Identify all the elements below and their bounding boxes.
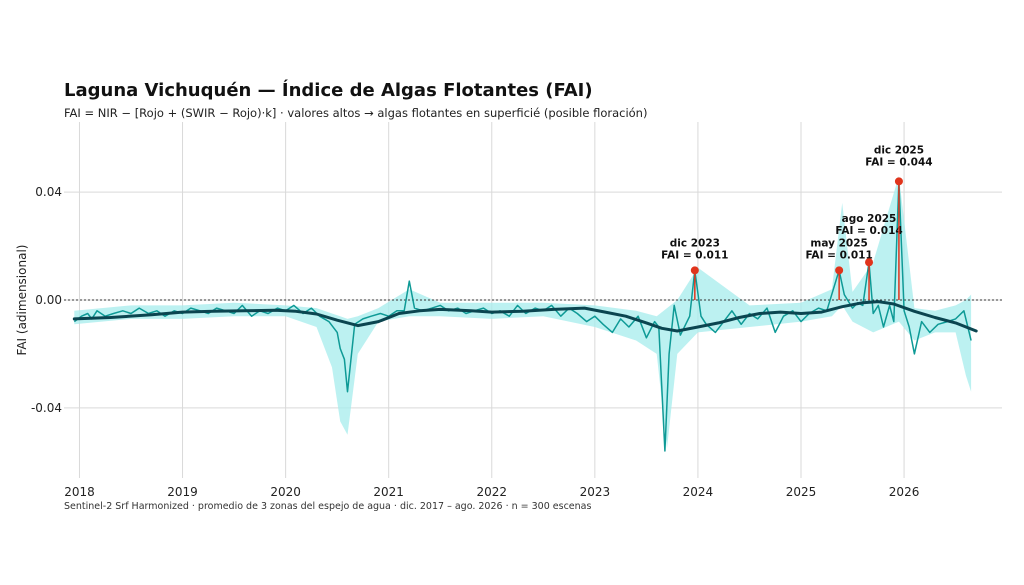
peak-label-date: dic 2025	[874, 144, 924, 156]
x-tick-label: 2024	[683, 485, 714, 499]
x-tick-label: 2019	[167, 485, 198, 499]
chart-title: Laguna Vichuquén — Índice de Algas Flota…	[64, 80, 593, 101]
peak-marker	[835, 266, 844, 275]
x-tick-label: 2026	[889, 485, 920, 499]
peak-label-value: FAI = 0.011	[805, 249, 872, 261]
chart-caption: Sentinel-2 Srf Harmonized · promedio de …	[64, 501, 592, 512]
x-tick-label: 2020	[270, 485, 301, 499]
x-tick-label: 2025	[786, 485, 817, 499]
x-tick-label: 2018	[64, 485, 95, 499]
peak-label-date: may 2025	[810, 237, 867, 249]
y-tick-label: 0.04	[35, 185, 62, 199]
x-tick-label: 2022	[476, 485, 507, 499]
x-tick-label: 2021	[373, 485, 404, 499]
trend-line	[72, 300, 978, 333]
peak-label-date: dic 2023	[670, 237, 720, 249]
peak-label-value: FAI = 0.011	[661, 249, 728, 261]
y-axis-label: FAI (adimensional)	[15, 245, 29, 356]
x-tick-label: 2023	[580, 485, 611, 499]
peak-marker	[690, 266, 699, 275]
peak-label-value: FAI = 0.014	[835, 225, 902, 237]
peak-label-date: ago 2025	[842, 213, 897, 225]
y-tick-label: 0.00	[35, 293, 62, 307]
peak-label-value: FAI = 0.044	[865, 156, 932, 168]
peak-marker	[894, 177, 903, 186]
chart-subtitle: FAI = NIR − [Rojo + (SWIR − Rojo)·k] · v…	[64, 106, 648, 120]
y-tick-label: -0.04	[31, 401, 62, 415]
peak-marker	[865, 258, 874, 267]
